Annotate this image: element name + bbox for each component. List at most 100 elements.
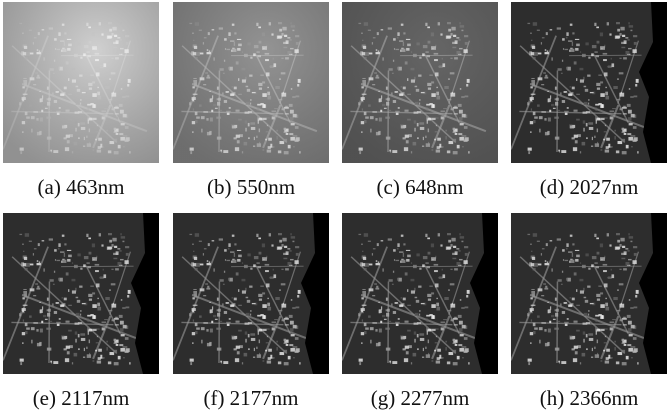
building <box>576 255 580 258</box>
building <box>404 321 408 323</box>
building <box>81 338 85 341</box>
building <box>205 283 208 285</box>
building <box>570 336 574 339</box>
building <box>598 286 602 287</box>
building <box>596 294 600 297</box>
building <box>619 72 624 74</box>
building <box>451 238 455 242</box>
building <box>631 325 635 328</box>
building <box>604 131 608 132</box>
building <box>570 125 574 128</box>
building <box>532 294 535 298</box>
building <box>238 289 239 292</box>
building <box>365 263 369 267</box>
building <box>216 328 221 330</box>
building <box>435 342 439 343</box>
building <box>298 290 301 294</box>
building <box>582 54 586 57</box>
building <box>363 257 366 260</box>
building <box>242 362 243 364</box>
building <box>635 295 637 298</box>
building <box>616 361 619 364</box>
building <box>50 361 52 363</box>
building <box>597 340 598 344</box>
building <box>259 252 262 255</box>
building <box>607 22 609 25</box>
building <box>72 290 76 293</box>
building <box>564 91 567 93</box>
building <box>600 360 602 361</box>
building <box>612 146 613 148</box>
building <box>446 341 447 343</box>
building <box>368 241 371 242</box>
building <box>297 295 299 298</box>
building <box>121 236 125 238</box>
road <box>400 266 473 267</box>
building <box>586 322 590 324</box>
building <box>562 271 563 273</box>
building <box>570 86 571 87</box>
building <box>550 240 553 241</box>
building <box>278 247 283 250</box>
building <box>407 255 411 258</box>
building <box>590 92 594 93</box>
caption: (e) 2117nm <box>3 386 159 410</box>
building <box>289 315 293 318</box>
building <box>606 349 610 352</box>
building <box>114 343 117 344</box>
building <box>22 342 23 344</box>
building <box>592 45 597 48</box>
building <box>218 309 221 312</box>
building <box>436 361 440 364</box>
building <box>635 84 637 87</box>
building <box>587 286 590 288</box>
building <box>533 233 537 237</box>
road <box>61 266 134 267</box>
building <box>586 111 590 113</box>
building <box>370 340 372 344</box>
building <box>425 262 428 264</box>
building <box>236 346 240 349</box>
building <box>78 334 80 337</box>
building <box>438 233 440 236</box>
building <box>567 303 568 306</box>
building <box>277 341 278 343</box>
building <box>546 243 548 246</box>
building <box>113 258 117 259</box>
building <box>443 357 444 359</box>
building <box>625 51 629 54</box>
building <box>287 262 291 265</box>
building <box>604 342 608 343</box>
building <box>59 318 61 320</box>
building <box>215 319 218 320</box>
building <box>530 131 531 133</box>
building <box>539 116 543 119</box>
building <box>615 130 616 132</box>
building <box>86 262 89 264</box>
building <box>92 292 95 294</box>
building <box>600 292 603 294</box>
building <box>270 355 272 359</box>
building <box>265 350 267 352</box>
building <box>248 348 250 350</box>
building <box>465 306 469 308</box>
building <box>51 362 52 363</box>
building <box>393 271 394 273</box>
building <box>22 311 24 313</box>
building <box>210 309 213 313</box>
building <box>628 137 633 141</box>
building <box>620 238 624 242</box>
building <box>562 60 563 62</box>
building <box>119 344 123 346</box>
building <box>192 342 193 344</box>
building <box>548 329 551 333</box>
building <box>86 347 88 349</box>
building <box>273 269 274 271</box>
building <box>466 295 468 298</box>
building <box>629 25 633 27</box>
building <box>583 120 585 123</box>
building <box>262 292 265 294</box>
building <box>248 334 250 337</box>
building <box>217 313 220 317</box>
building <box>126 253 129 256</box>
